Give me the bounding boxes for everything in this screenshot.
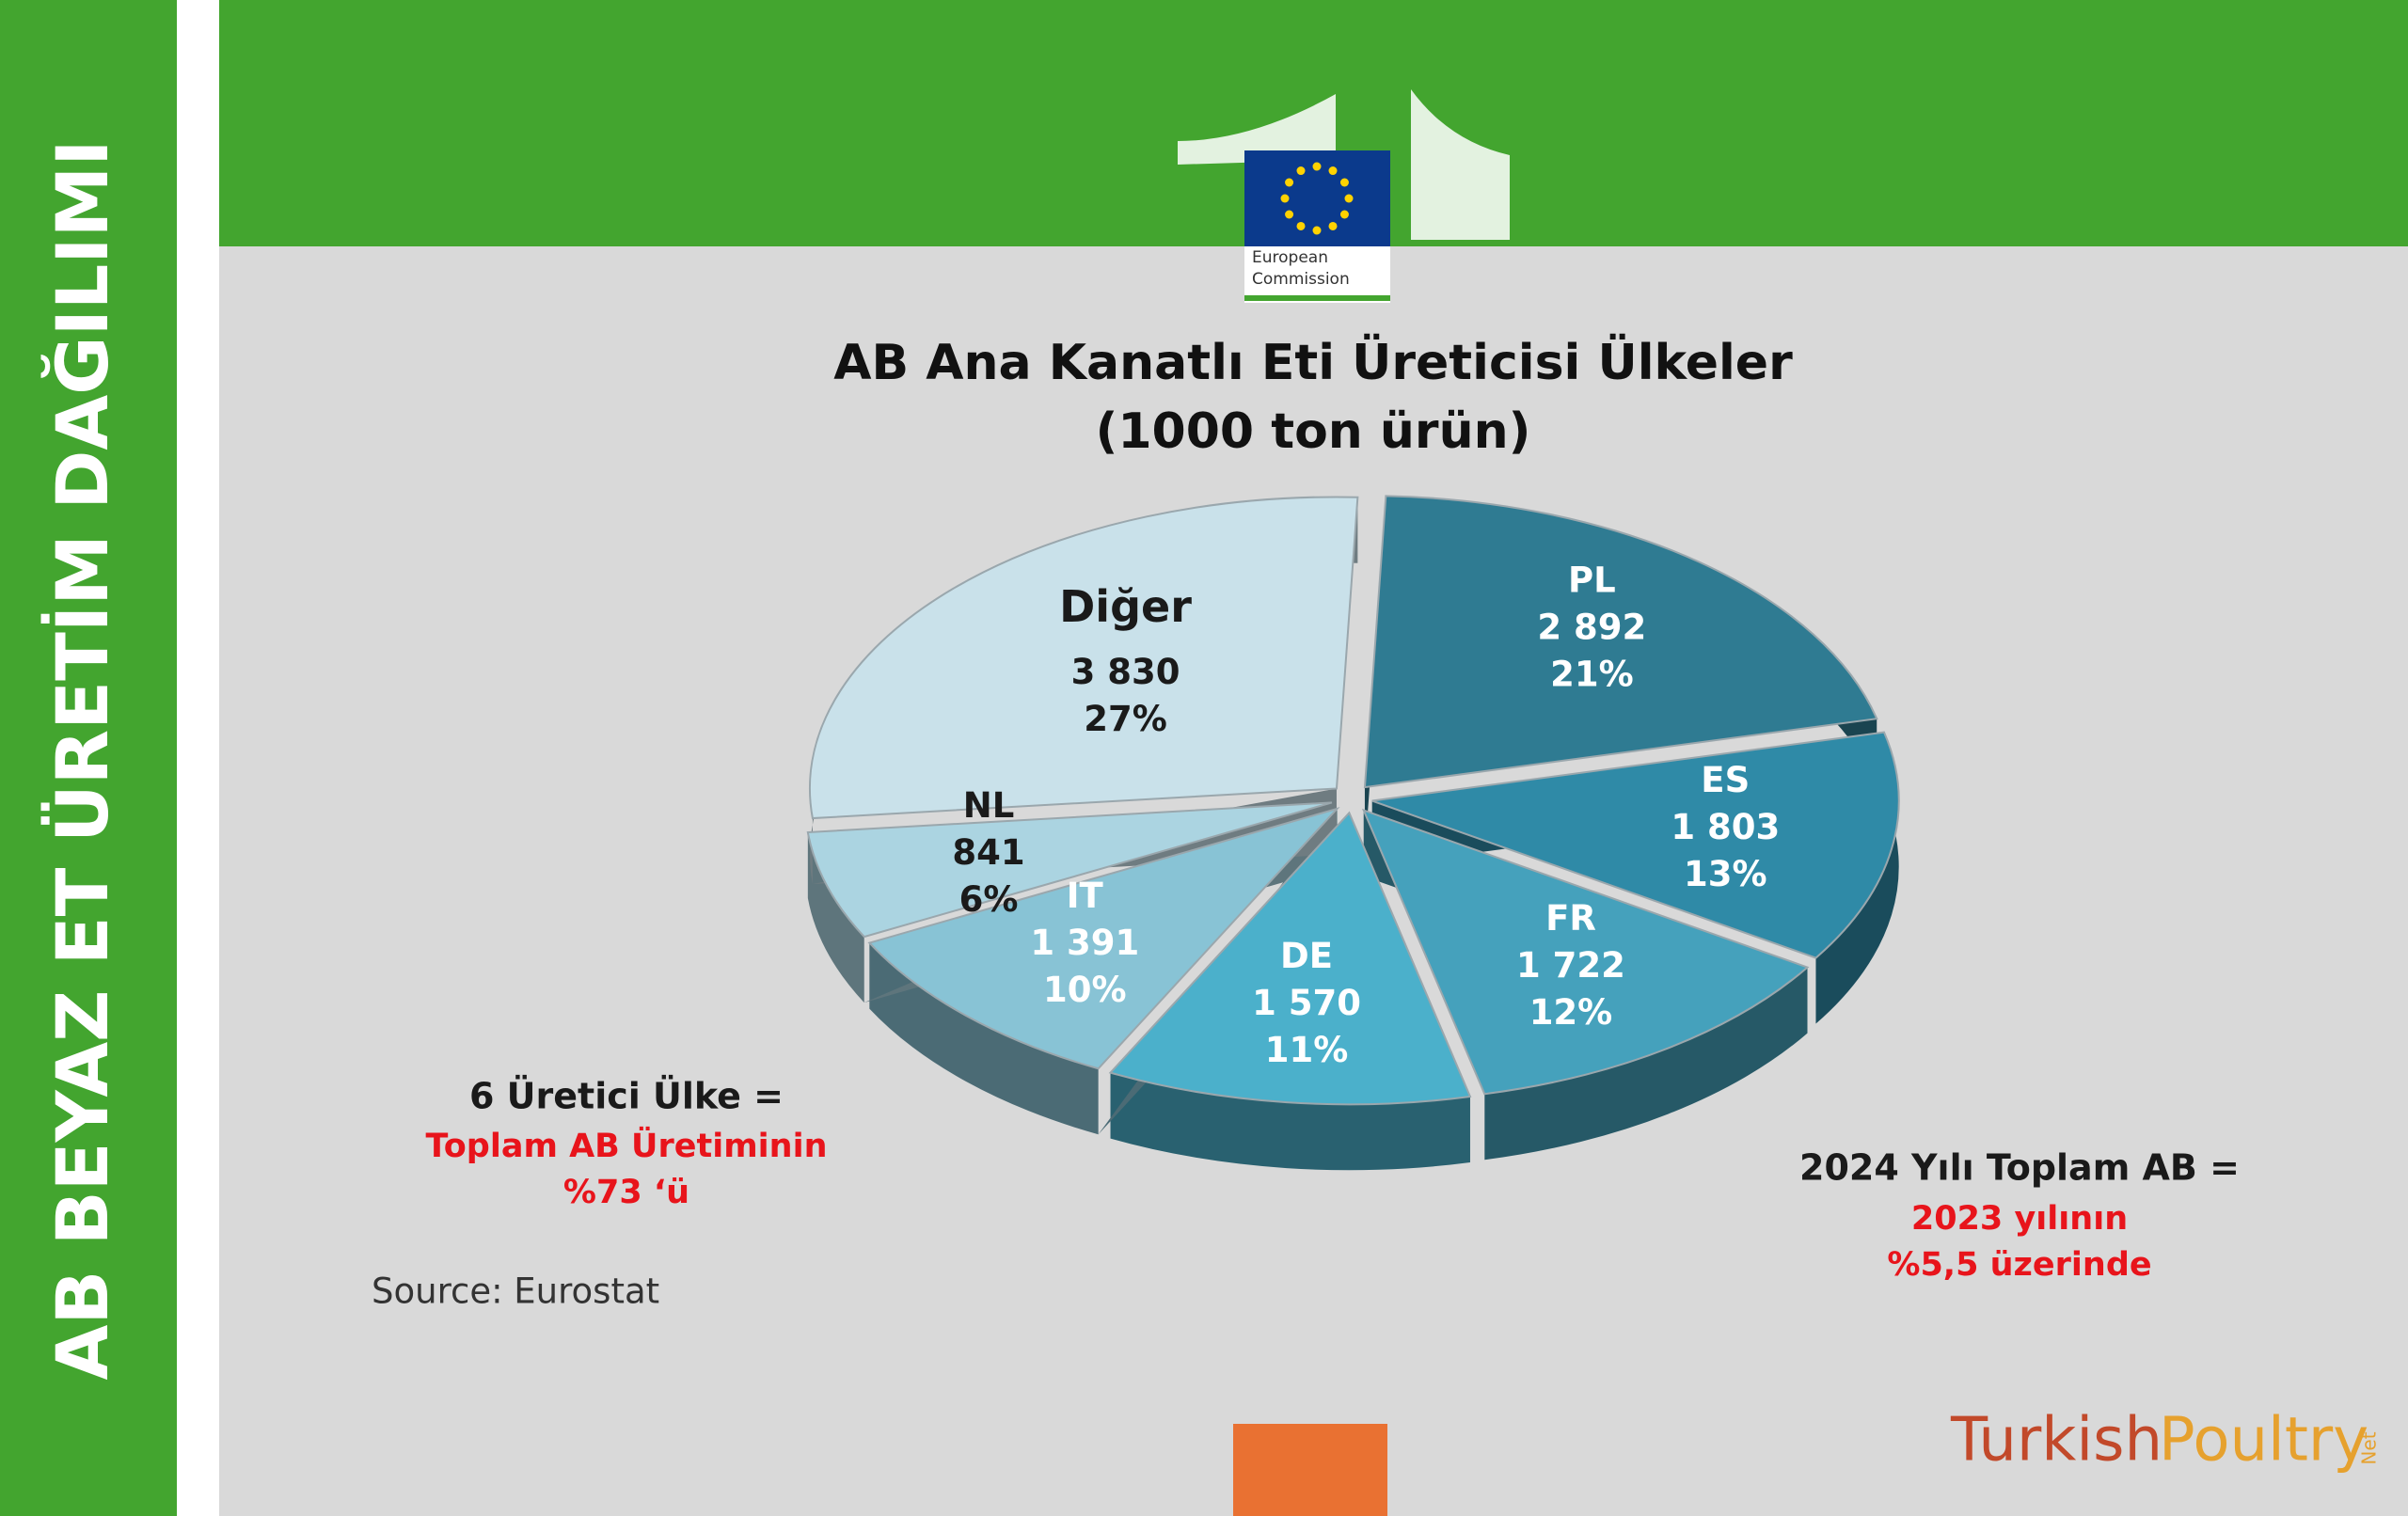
- brand-first: Turkish: [1950, 1406, 2162, 1476]
- star: [1328, 221, 1338, 230]
- percent-label: 12%: [1529, 992, 1613, 1033]
- source: Source: Eurostat: [372, 1271, 659, 1312]
- star: [1280, 194, 1290, 203]
- note-line: %73 ‘ü: [563, 1174, 689, 1211]
- chart-title: AB Ana Kanatlı Eti Üreticisi Ülkeler: [833, 333, 1793, 391]
- note-line: %5,5 üzerinde: [1887, 1246, 2151, 1284]
- note-title: 2024 Yılı Toplam AB =: [1799, 1147, 2240, 1189]
- slice-label: IT: [1067, 876, 1104, 916]
- value-label: 1 722: [1516, 945, 1625, 986]
- accent-block: [1233, 1424, 1387, 1516]
- logo-text: Commission: [1252, 270, 1350, 289]
- logo-stars: [1280, 162, 1354, 235]
- slice-label: PL: [1568, 561, 1616, 601]
- value-label: 3 830: [1071, 652, 1180, 692]
- percent-label: 11%: [1265, 1030, 1349, 1070]
- slice-side: [807, 802, 1332, 1003]
- logo-lines-right: [1411, 89, 1510, 240]
- star: [1328, 166, 1338, 176]
- logo-underline: [1244, 295, 1390, 301]
- ec-logo: European Commission: [1178, 89, 1510, 303]
- note-line: 2023 yılının: [1911, 1200, 2128, 1238]
- slice: [1108, 811, 1472, 1106]
- percent-label: 21%: [1550, 655, 1634, 695]
- star: [1339, 210, 1349, 219]
- logo-lines-left: [1178, 94, 1336, 165]
- note-title: 6 Üretici Ülke =: [469, 1076, 784, 1117]
- value-label: 1 803: [1671, 807, 1780, 847]
- star: [1312, 226, 1322, 235]
- slice: [1363, 495, 1878, 789]
- slice-label: NL: [963, 785, 1015, 826]
- value-label: 1 570: [1252, 983, 1361, 1023]
- side-title: AB BEYAZ ET ÜRETİM DAĞILIMI: [40, 140, 124, 1381]
- slice-side: [869, 808, 1338, 1135]
- slice: [867, 806, 1340, 1070]
- slice-label: ES: [1701, 760, 1750, 800]
- value-label: 2 892: [1537, 608, 1646, 648]
- note-line: Toplam AB Üretiminin: [426, 1126, 828, 1165]
- brand-suffix: Net: [2358, 1431, 2381, 1464]
- slice-label: FR: [1545, 898, 1596, 939]
- star: [1285, 178, 1294, 187]
- slice-label: Diğer: [1059, 581, 1192, 632]
- star: [1312, 162, 1322, 171]
- side-bar: [0, 0, 177, 1516]
- slice-label: DE: [1280, 936, 1333, 976]
- slice: [808, 496, 1359, 820]
- percent-label: 27%: [1084, 699, 1167, 739]
- star: [1296, 166, 1306, 176]
- logo-text: European: [1252, 248, 1328, 267]
- percent-label: 10%: [1043, 970, 1127, 1010]
- side-strip: [177, 0, 219, 1516]
- percent-label: 6%: [959, 879, 1019, 920]
- brand-second: Poultry: [2159, 1406, 2368, 1476]
- pie: PL 2 892 21% ES 1 803 13% FR 1 722 12% DE 1 570 11%…: [806, 495, 1900, 1171]
- star: [1296, 221, 1306, 230]
- chart-subtitle: (1000 ton ürün): [1096, 403, 1531, 460]
- percent-label: 13%: [1684, 854, 1767, 894]
- slice: [1371, 731, 1900, 959]
- slice: [1361, 808, 1810, 1096]
- star: [1339, 178, 1349, 187]
- star: [1285, 210, 1294, 219]
- slice: [806, 801, 1333, 939]
- star: [1344, 194, 1354, 203]
- value-label: 1 391: [1030, 923, 1139, 963]
- value-label: 841: [952, 832, 1024, 873]
- logo-plate: [1244, 246, 1390, 303]
